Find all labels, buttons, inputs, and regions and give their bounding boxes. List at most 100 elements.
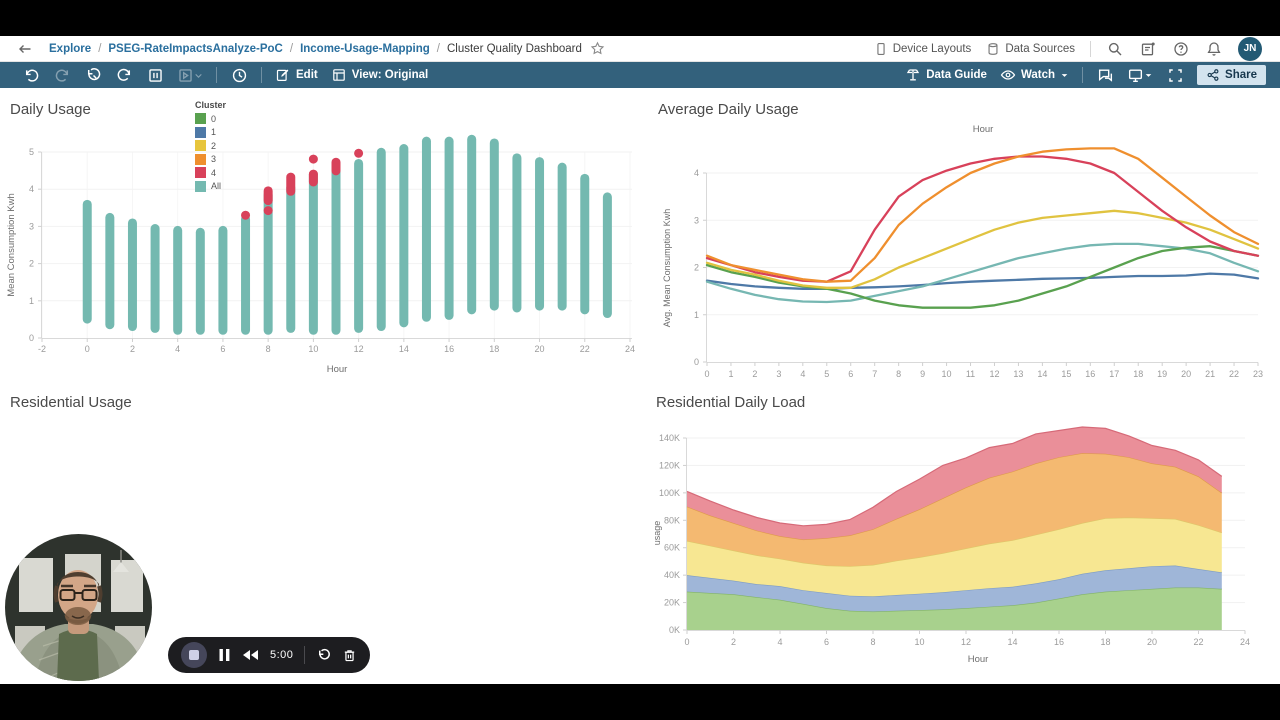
delete-button[interactable]: [342, 648, 357, 663]
letterbox-top: [0, 0, 1280, 36]
breadcrumb-explore[interactable]: Explore: [49, 42, 92, 55]
svg-text:6: 6: [824, 637, 829, 647]
refresh-icon[interactable]: [115, 66, 133, 84]
svg-text:4: 4: [694, 168, 699, 178]
present-icon[interactable]: [1127, 66, 1153, 84]
divider: [304, 646, 306, 664]
revert-icon[interactable]: [84, 66, 102, 84]
webcam-overlay[interactable]: [5, 534, 152, 681]
data-sources-button[interactable]: Data Sources: [986, 42, 1075, 56]
divider: [1090, 40, 1091, 57]
panel-residential-usage: Residential Usage Average Monthly Usage …: [0, 393, 645, 684]
svg-text:Avg. Mean Consumption Kwh: Avg. Mean Consumption Kwh: [662, 209, 672, 327]
chevron-down-icon: [195, 73, 202, 78]
cluster-legend-item[interactable]: All: [195, 180, 226, 192]
favorite-star-icon[interactable]: [589, 40, 607, 58]
svg-text:120K: 120K: [659, 460, 680, 470]
series-2: [705, 209, 1260, 289]
back-icon[interactable]: [16, 40, 34, 58]
breadcrumb-workbook[interactable]: Income-Usage-Mapping: [300, 42, 430, 55]
share-button[interactable]: Share: [1197, 65, 1266, 85]
dashboard-content: Daily Usage -2 0 2 4 6 8 10 12 14 16 18 20 22 24 0 1 2 3 4…: [0, 88, 1280, 684]
new-workbook-icon[interactable]: [1139, 40, 1157, 58]
legend-label: 4: [211, 167, 217, 178]
phone-icon: [877, 42, 885, 55]
series-4: [705, 155, 1260, 283]
view-original-button[interactable]: View: Original: [331, 67, 428, 83]
video-controls: 5:00: [168, 637, 371, 673]
svg-text:4: 4: [777, 637, 782, 647]
restart-button[interactable]: [316, 648, 331, 663]
breadcrumb-separator: /: [289, 42, 294, 55]
edit-button[interactable]: Edit: [275, 67, 318, 83]
cluster-legend-item[interactable]: 0: [195, 113, 226, 124]
svg-text:2: 2: [130, 344, 135, 354]
svg-text:18: 18: [1100, 637, 1110, 647]
toolbar: Edit View: Original Data Guide Watch: [0, 62, 1280, 88]
svg-text:5: 5: [824, 369, 829, 379]
breadcrumb-separator: /: [98, 42, 102, 55]
svg-text:-2: -2: [38, 344, 46, 354]
fullscreen-icon[interactable]: [1166, 66, 1184, 84]
help-icon[interactable]: [1172, 40, 1190, 58]
svg-text:10: 10: [308, 344, 318, 354]
svg-text:0: 0: [29, 333, 34, 343]
divider: [1082, 67, 1084, 83]
svg-text:1: 1: [728, 369, 733, 379]
cluster-legend-item[interactable]: 3: [195, 153, 226, 165]
svg-text:Mean Consumption Kwh: Mean Consumption Kwh: [6, 193, 17, 297]
comments-icon[interactable]: [1096, 66, 1114, 84]
svg-text:80K: 80K: [664, 515, 680, 525]
daily-usage-title: Daily Usage: [10, 101, 91, 118]
svg-text:100K: 100K: [659, 488, 680, 498]
series-3: [705, 147, 1260, 283]
run-update-icon[interactable]: [177, 66, 203, 84]
breadcrumb-separator: /: [436, 42, 440, 55]
svg-text:20: 20: [535, 344, 545, 354]
legend-label: 3: [211, 154, 217, 164]
stop-button[interactable]: [181, 642, 207, 668]
redo-icon[interactable]: [53, 66, 71, 84]
notifications-bell-icon[interactable]: [1205, 40, 1223, 58]
legend-swatch: [195, 167, 206, 178]
watch-button[interactable]: Watch: [1000, 67, 1069, 83]
svg-text:40K: 40K: [664, 570, 680, 580]
data-guide-button[interactable]: Data Guide: [905, 67, 987, 83]
timer-icon[interactable]: [230, 66, 248, 84]
breadcrumb-project[interactable]: PSEG-RateImpactsAnalyze-PoC: [108, 42, 283, 55]
rewind-button[interactable]: [242, 649, 259, 661]
divider: [261, 67, 262, 83]
chevron-down-icon: [1145, 73, 1152, 77]
svg-text:2: 2: [752, 369, 757, 379]
svg-text:Hour: Hour: [968, 654, 989, 665]
svg-text:14: 14: [1007, 637, 1017, 647]
cluster-legend-item[interactable]: 2: [195, 140, 226, 151]
device-layouts-button[interactable]: Device Layouts: [874, 42, 971, 56]
cluster-legend-item[interactable]: 1: [195, 126, 226, 138]
legend-swatch: [195, 126, 206, 138]
svg-text:20: 20: [1181, 369, 1191, 379]
svg-text:10: 10: [942, 369, 952, 379]
svg-text:22: 22: [580, 344, 590, 354]
svg-text:Hour: Hour: [327, 364, 348, 375]
residential-usage-title: Residential Usage: [10, 394, 132, 411]
svg-text:18: 18: [1133, 369, 1143, 379]
legend-label: 2: [211, 140, 217, 151]
cluster-legend: Cluster 0 1 2 3 4 All: [195, 100, 226, 194]
cluster-legend-item[interactable]: 4: [195, 167, 226, 178]
svg-text:23: 23: [1253, 369, 1263, 379]
svg-text:19: 19: [1157, 369, 1167, 379]
search-icon[interactable]: [1106, 40, 1124, 58]
residential-daily-load-title: Residential Daily Load: [656, 394, 806, 411]
undo-icon[interactable]: [22, 66, 40, 84]
user-avatar[interactable]: JN: [1238, 36, 1262, 61]
layer-red: [687, 427, 1222, 540]
pause-button[interactable]: [218, 648, 231, 662]
pause-auto-updates-icon[interactable]: [146, 66, 164, 84]
share-icon: [1207, 69, 1219, 81]
